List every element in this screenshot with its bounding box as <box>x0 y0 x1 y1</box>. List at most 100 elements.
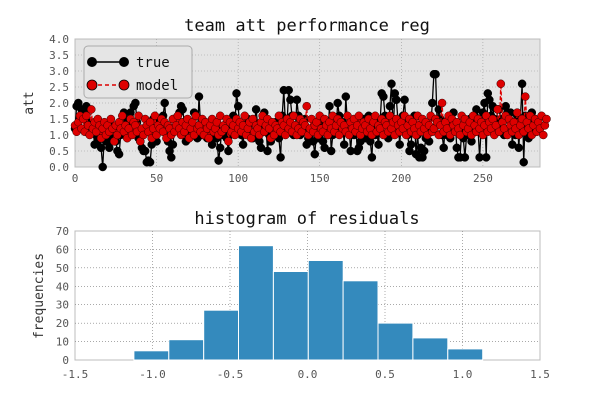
histogram-bar <box>238 245 274 361</box>
data-point-true <box>374 140 383 149</box>
data-point-true <box>98 162 107 172</box>
data-point-model <box>118 111 127 121</box>
legend-true-marker-right <box>119 57 129 67</box>
data-point-true <box>341 92 351 101</box>
data-point-true <box>395 140 404 149</box>
data-point-true <box>233 101 243 111</box>
y-ticks-top: 0.0 0.5 1.0 1.5 2.0 2.5 3.0 3.5 4.0 <box>49 33 69 174</box>
data-point-model <box>354 111 364 121</box>
series-model <box>70 79 551 146</box>
line-chart: team att performance reg att 0 50 100 150 20… <box>22 16 551 185</box>
data-point-model <box>496 79 506 89</box>
data-point-model <box>437 98 447 108</box>
y-tick-label: 2.0 <box>49 97 69 110</box>
bars-group <box>133 245 484 361</box>
data-point-true <box>131 98 140 108</box>
y-tick-label: 0 <box>62 354 69 367</box>
data-point-true <box>215 143 225 153</box>
x-tick-label: 1.0 <box>453 368 473 381</box>
histogram-bar <box>342 280 379 361</box>
data-point-true <box>224 146 233 156</box>
histogram-chart: histogram of residuals frequencies -1.5-… <box>32 209 550 381</box>
data-point-true <box>214 156 223 165</box>
histogram-bar <box>412 337 449 361</box>
y-tick-label: 30 <box>56 299 69 312</box>
y-tick-label: 1.0 <box>49 129 69 142</box>
data-point-true <box>367 153 377 162</box>
y-tick-label: 3.0 <box>49 65 69 78</box>
legend-box <box>83 45 193 99</box>
data-point-true <box>481 153 491 162</box>
data-point-true <box>292 95 302 105</box>
legend-true-marker-left <box>87 57 97 67</box>
data-point-true <box>514 143 524 153</box>
x-ticks-bottom: -1.5 -1.0 -0.5 0.0 0.5 1.0 1.5 <box>62 368 550 381</box>
data-point-true <box>168 140 178 149</box>
y-tick-label: 0.5 <box>49 145 69 158</box>
data-point-true <box>431 69 440 79</box>
data-point-model <box>542 114 551 124</box>
y-tick-label: 3.5 <box>49 49 69 62</box>
histogram-bar <box>168 339 205 361</box>
data-point-model <box>521 92 530 101</box>
histogram-bar <box>377 322 414 361</box>
histogram-bar <box>203 309 240 361</box>
data-point-true <box>114 149 124 159</box>
x-tick-label: -1.0 <box>139 368 166 381</box>
data-point-true <box>167 153 176 162</box>
chart-title-top: team att performance reg <box>184 16 430 36</box>
data-point-model <box>106 114 116 124</box>
x-tick-label: 50 <box>150 172 163 185</box>
data-point-true <box>406 140 416 149</box>
data-point-true <box>140 146 150 156</box>
data-point-model <box>512 108 522 117</box>
x-tick-label: 0 <box>72 172 79 185</box>
data-point-true <box>178 105 187 114</box>
data-point-true <box>238 140 248 149</box>
y-ticks-bottom: 0 10 20 30 40 50 60 70 <box>56 225 69 367</box>
data-point-true <box>325 101 334 111</box>
x-tick-label: 200 <box>391 172 411 185</box>
data-point-true <box>145 157 155 167</box>
legend: true model <box>83 45 193 99</box>
histogram-bar <box>447 348 484 361</box>
data-point-true <box>439 143 448 153</box>
data-point-true <box>284 85 293 95</box>
series-group-top <box>70 69 551 172</box>
legend-model-marker-right <box>118 79 130 91</box>
x-tick-label: 0.5 <box>375 368 395 381</box>
data-point-true <box>232 89 241 98</box>
chart-title-bottom: histogram of residuals <box>194 209 419 229</box>
data-point-model <box>493 105 502 114</box>
data-point-true <box>160 98 169 108</box>
data-point-model <box>204 133 214 143</box>
x-tick-label: 0.0 <box>298 368 318 381</box>
data-point-true <box>194 92 204 101</box>
x-ticks-top: 0 50 100 150 200 250 <box>72 172 493 185</box>
y-axis-label-bottom: frequencies <box>32 253 47 339</box>
y-tick-label: 20 <box>56 317 69 330</box>
histogram-bar <box>272 271 309 361</box>
data-point-true <box>276 153 285 162</box>
legend-true-label: true <box>136 55 170 71</box>
y-tick-label: 1.5 <box>49 113 69 126</box>
x-tick-label: 100 <box>228 172 248 185</box>
data-point-true <box>419 146 429 156</box>
legend-model-marker-left <box>86 79 98 91</box>
y-tick-label: 2.5 <box>49 81 69 94</box>
y-tick-label: 70 <box>56 225 69 238</box>
x-tick-label: -0.5 <box>217 368 244 381</box>
histogram-bar <box>307 260 344 361</box>
data-point-model <box>302 101 311 111</box>
y-tick-label: 40 <box>56 280 69 293</box>
data-point-true <box>251 105 261 114</box>
data-point-model <box>539 130 548 140</box>
grid-bottom <box>75 231 540 360</box>
data-point-true <box>379 92 388 101</box>
data-point-true <box>385 101 395 111</box>
data-point-true <box>326 146 336 156</box>
data-point-true <box>517 79 527 89</box>
x-tick-label: 150 <box>310 172 330 185</box>
data-point-true <box>310 149 320 159</box>
data-point-model <box>82 111 91 121</box>
